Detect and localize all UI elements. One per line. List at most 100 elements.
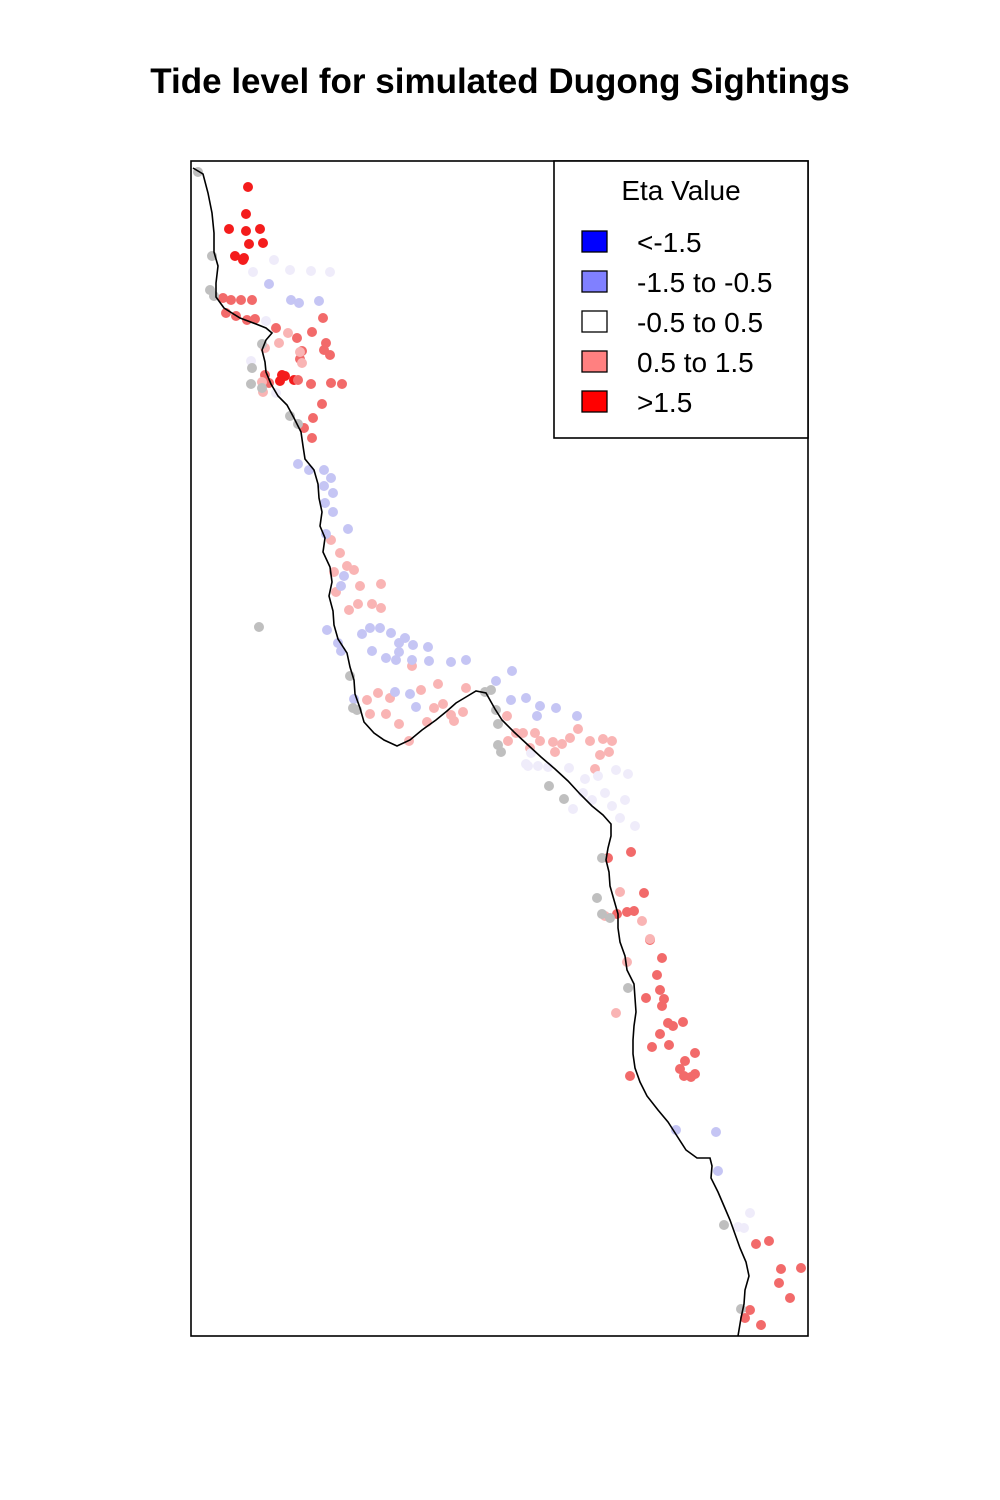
sighting-point	[386, 628, 396, 638]
sighting-point	[736, 1304, 746, 1314]
sighting-point	[686, 1072, 696, 1082]
sighting-point	[376, 579, 386, 589]
sighting-point	[241, 226, 251, 236]
sighting-point	[493, 719, 503, 729]
sighting-point	[526, 748, 536, 758]
sighting-point	[756, 1320, 766, 1330]
legend-label: -0.5 to 0.5	[637, 307, 763, 338]
sighting-point	[449, 716, 459, 726]
sighting-point	[247, 363, 257, 373]
sighting-point	[336, 646, 346, 656]
sighting-point	[230, 251, 240, 261]
coastline	[192, 167, 750, 1337]
sighting-point	[605, 913, 615, 923]
sighting-point	[615, 887, 625, 897]
sighting-point	[523, 761, 533, 771]
sighting-point	[357, 629, 367, 639]
sighting-point	[328, 507, 338, 517]
sightings-layer	[193, 167, 806, 1330]
sighting-point	[335, 548, 345, 558]
sighting-point	[408, 640, 418, 650]
sighting-point	[314, 296, 324, 306]
sighting-point	[595, 750, 605, 760]
sighting-point	[339, 571, 349, 581]
sighting-point	[285, 411, 295, 421]
sighting-point	[306, 266, 316, 276]
sighting-point	[671, 1125, 681, 1135]
sighting-point	[328, 488, 338, 498]
sighting-point	[224, 224, 234, 234]
sighting-point	[446, 657, 456, 667]
sighting-point	[623, 769, 633, 779]
sighting-point	[292, 333, 302, 343]
sighting-point	[776, 1264, 786, 1274]
sighting-point	[622, 957, 632, 967]
sighting-point	[600, 788, 610, 798]
sighting-point	[218, 293, 228, 303]
sighting-point	[532, 711, 542, 721]
sighting-point	[394, 719, 404, 729]
sighting-point	[550, 747, 560, 757]
sighting-point	[690, 1048, 700, 1058]
sighting-point	[620, 795, 630, 805]
sighting-point	[394, 638, 404, 648]
legend-swatch	[581, 230, 608, 253]
sighting-point	[491, 676, 501, 686]
sighting-point	[423, 642, 433, 652]
sighting-point	[394, 647, 404, 657]
sighting-point	[622, 907, 632, 917]
sighting-point	[226, 295, 236, 305]
legend-swatch	[581, 310, 608, 333]
legend-swatch	[581, 390, 608, 413]
sighting-point	[573, 724, 583, 734]
sighting-point	[548, 737, 558, 747]
sighting-point	[275, 376, 285, 386]
sighting-point	[637, 916, 647, 926]
legend-label: 0.5 to 1.5	[637, 347, 754, 378]
sighting-point	[745, 1305, 755, 1315]
sighting-point	[320, 498, 330, 508]
sighting-point	[326, 378, 336, 388]
sighting-point	[530, 728, 540, 738]
chart-title: Tide level for simulated Dugong Sighting…	[150, 62, 850, 101]
sighting-point	[243, 182, 253, 192]
sighting-point	[604, 747, 614, 757]
sighting-point	[424, 656, 434, 666]
legend-swatch	[581, 270, 608, 293]
sighting-point	[657, 1001, 667, 1011]
legend-label: <-1.5	[637, 227, 702, 258]
sighting-point	[318, 313, 328, 323]
sighting-point	[623, 983, 633, 993]
sighting-point	[626, 847, 636, 857]
sighting-point	[308, 413, 318, 423]
sighting-point	[502, 711, 512, 721]
sighting-point	[244, 239, 254, 249]
sighting-point	[598, 734, 608, 744]
sighting-point	[785, 1293, 795, 1303]
sighting-point	[645, 934, 655, 944]
sighting-point	[796, 1263, 806, 1273]
sighting-point	[375, 623, 385, 633]
sighting-point	[668, 1021, 678, 1031]
sighting-point	[611, 1008, 621, 1018]
sighting-point	[630, 821, 640, 831]
sighting-point	[496, 747, 506, 757]
sighting-point	[250, 314, 260, 324]
sighting-point	[236, 295, 246, 305]
sighting-point	[597, 853, 607, 863]
sighting-point	[438, 699, 448, 709]
sighting-point	[258, 238, 268, 248]
sighting-point	[321, 529, 331, 539]
sighting-point	[293, 375, 303, 385]
sighting-point	[625, 1071, 635, 1081]
sighting-point	[535, 701, 545, 711]
sighting-point	[615, 813, 625, 823]
sighting-point	[286, 295, 296, 305]
legend-swatch	[581, 350, 608, 373]
sighting-point	[407, 655, 417, 665]
sighting-point	[740, 1313, 750, 1323]
sighting-point	[647, 1042, 657, 1052]
sighting-point	[367, 646, 377, 656]
sighting-point	[711, 1127, 721, 1137]
